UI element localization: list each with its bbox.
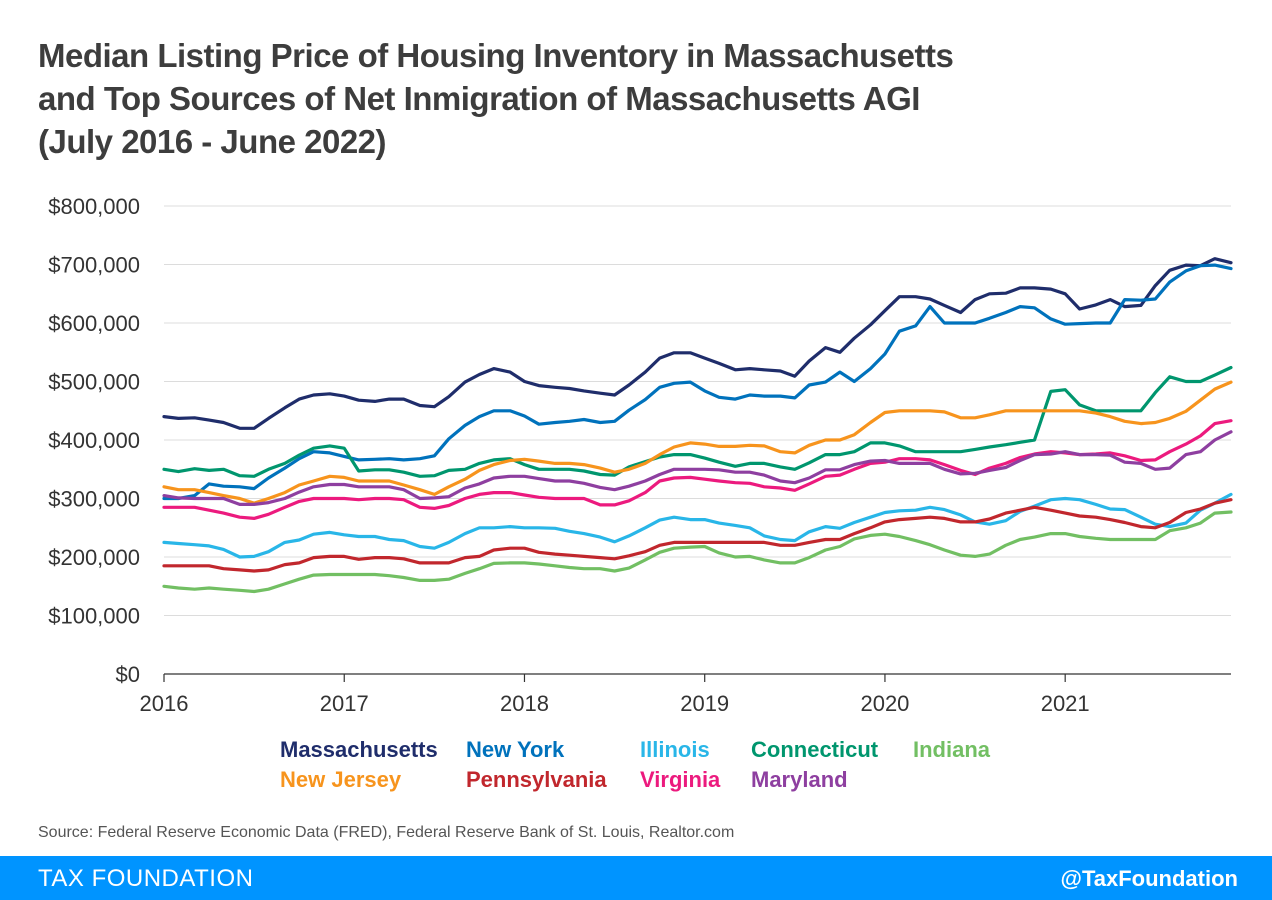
- legend-item-maryland: Maryland: [751, 767, 848, 792]
- series-line-new-york: [162, 263, 1233, 501]
- x-tick-label: 2019: [680, 691, 729, 716]
- legend-item-massachusetts: Massachusetts: [280, 737, 438, 762]
- y-tick-label: $300,000: [48, 487, 140, 512]
- series-line-illinois: [162, 492, 1233, 559]
- source-note: Source: Federal Reserve Economic Data (F…: [38, 824, 735, 841]
- y-tick-label: $200,000: [48, 545, 140, 570]
- footer-brand: TAX FOUNDATION: [38, 865, 254, 892]
- series-line-maryland: [162, 430, 1233, 506]
- legend-row-1: Massachusetts New York Illinois Connecti…: [280, 735, 1040, 765]
- legend: Massachusetts New York Illinois Connecti…: [280, 735, 1040, 795]
- x-tick-label: 2017: [320, 691, 369, 716]
- series-line-connecticut: [162, 365, 1233, 478]
- footer-handle: @TaxFoundation: [1060, 866, 1238, 891]
- y-tick-label: $600,000: [48, 311, 140, 336]
- series-line-pennsylvania: [162, 498, 1233, 573]
- x-tick-label: 2021: [1041, 691, 1090, 716]
- series-line-massachusetts: [162, 257, 1233, 430]
- y-tick-label: $500,000: [48, 370, 140, 395]
- chart-title: Median Listing Price of Housing Inventor…: [38, 34, 1238, 163]
- x-tick-label: 2020: [860, 691, 909, 716]
- legend-item-illinois: Illinois: [640, 737, 710, 762]
- series-line-indiana: [162, 510, 1233, 594]
- y-tick-label: $100,000: [48, 604, 140, 629]
- footer-bar: TAX FOUNDATION @TaxFoundation: [0, 856, 1272, 900]
- x-tick-label: 2016: [140, 691, 189, 716]
- legend-row-2: New Jersey Pennsylvania Virginia Marylan…: [280, 765, 1040, 795]
- title-line-2: and Top Sources of Net Inmigration of Ma…: [38, 80, 920, 117]
- legend-item-pennsylvania: Pennsylvania: [466, 767, 607, 792]
- legend-item-indiana: Indiana: [913, 737, 991, 762]
- y-tick-label: $700,000: [48, 253, 140, 278]
- series-line-new-jersey: [162, 380, 1233, 505]
- legend-item-virginia: Virginia: [640, 767, 721, 792]
- y-tick-label: $400,000: [48, 428, 140, 453]
- y-tick-label: $800,000: [48, 194, 140, 219]
- legend-item-new-jersey: New Jersey: [280, 767, 402, 792]
- title-line-1: Median Listing Price of Housing Inventor…: [38, 37, 954, 74]
- x-tick-label: 2018: [500, 691, 549, 716]
- legend-item-connecticut: Connecticut: [751, 737, 879, 762]
- y-tick-label: $0: [116, 662, 140, 687]
- series-line-virginia: [162, 419, 1233, 520]
- line-chart: $0 $100,000 $200,000 $300,000 $400,000 $500,0…: [48, 194, 1233, 716]
- legend-item-new-york: New York: [466, 737, 565, 762]
- title-line-3: (July 2016 - June 2022): [38, 123, 387, 160]
